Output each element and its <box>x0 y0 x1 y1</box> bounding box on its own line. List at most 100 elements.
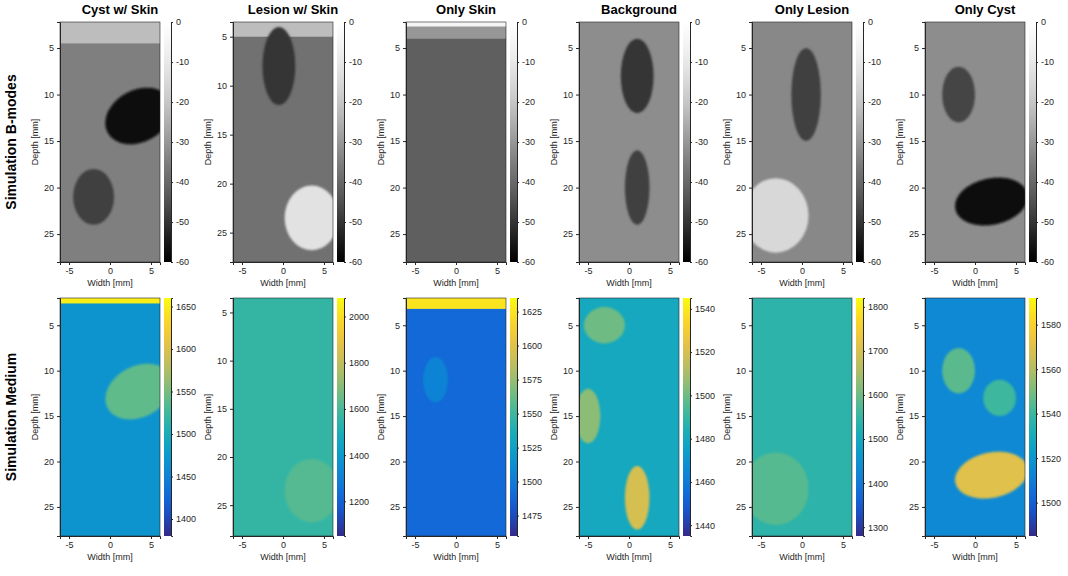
tick: -40 <box>517 177 535 187</box>
tick: 1520 <box>690 347 715 357</box>
colorbar <box>337 298 344 536</box>
image <box>60 298 160 536</box>
tick: -10 <box>690 57 708 67</box>
tick-label: 20 <box>909 183 919 193</box>
tick: 10 <box>44 366 60 376</box>
tick: 1560 <box>1036 365 1061 375</box>
tick-mark <box>517 414 519 415</box>
plot-frame <box>925 298 1025 536</box>
tick-mark <box>576 141 579 142</box>
tick: 1440 <box>690 521 715 531</box>
tick: 5 <box>668 262 673 276</box>
tick-label: 25 <box>390 229 400 239</box>
tick-mark <box>230 312 233 313</box>
tick-mark <box>403 141 406 142</box>
y-axis-title: Depth [mm] <box>549 119 559 166</box>
tick-label: 25 <box>909 502 919 512</box>
tick-label: 20 <box>390 183 400 193</box>
y-axis-title: Depth [mm] <box>549 394 559 441</box>
tick-label: 1600 <box>522 341 542 351</box>
panel-title: Only Lesion <box>775 2 849 17</box>
tick-label: -5 <box>931 540 939 550</box>
tick-label: -50 <box>868 217 881 227</box>
tick-label: -20 <box>868 97 881 107</box>
tick: 20 <box>44 183 60 193</box>
tick-label: 5 <box>222 308 227 318</box>
tick-label: -10 <box>349 57 362 67</box>
tick-label: 5 <box>668 266 673 276</box>
tick: 10 <box>736 366 752 376</box>
tick: 15 <box>217 404 233 414</box>
axis-line <box>580 263 680 266</box>
tick-label: 5 <box>222 32 227 42</box>
tick: -30 <box>690 137 708 147</box>
tick: 1800 <box>344 358 369 368</box>
tick: -50 <box>1036 217 1054 227</box>
tick: 25 <box>563 229 579 239</box>
tick: 15 <box>44 411 60 421</box>
image <box>925 22 1025 262</box>
axis: 510152025 <box>909 23 926 263</box>
tick: -5 <box>412 536 420 550</box>
tick-mark <box>403 462 406 463</box>
tick-label: 25 <box>909 229 919 239</box>
tick: 5 <box>668 536 673 550</box>
tick: -30 <box>1036 137 1054 147</box>
axis: 1475150015251550157516001625 <box>517 299 542 537</box>
tick: 25 <box>217 501 233 511</box>
tick: 10 <box>44 90 60 100</box>
tick-mark <box>324 262 325 265</box>
band-region <box>406 27 506 39</box>
tick: 5 <box>495 262 500 276</box>
tick-mark <box>690 309 692 310</box>
tick: 1300 <box>863 523 888 533</box>
tick: 20 <box>563 183 579 193</box>
colorbar <box>164 22 171 262</box>
tick: 0 <box>800 262 805 276</box>
tick-mark <box>843 262 844 265</box>
tick-label: 25 <box>217 228 227 238</box>
ellipse-region <box>950 171 1025 232</box>
axis-line <box>403 23 407 263</box>
colorbar <box>856 22 863 262</box>
tick-label: 0 <box>454 266 459 276</box>
tick-mark <box>690 142 692 143</box>
tick-label: 1500 <box>176 429 196 439</box>
tick: 5 <box>914 321 925 331</box>
tick-mark <box>863 262 865 263</box>
tick-label: 1625 <box>522 307 542 317</box>
tick-mark <box>283 536 284 539</box>
tick-label: 15 <box>217 404 227 414</box>
tick: 15 <box>563 411 579 421</box>
tick-mark <box>588 262 589 265</box>
panel: -505510152025Width [mm]Depth [mm]1400145… <box>30 298 196 562</box>
tick-mark <box>863 22 865 23</box>
tick-label: 1800 <box>868 302 888 312</box>
tick-label: -40 <box>868 177 881 187</box>
tick-label: -5 <box>758 540 766 550</box>
tick-mark <box>517 262 519 263</box>
y-axis-title: Depth [mm] <box>895 394 905 441</box>
tick-mark <box>749 371 752 372</box>
ellipse-region <box>942 67 975 123</box>
tick: -50 <box>863 217 881 227</box>
tick: -5 <box>239 262 247 276</box>
tick-mark <box>802 536 803 539</box>
tick-mark <box>344 222 346 223</box>
x-axis-title: Width [mm] <box>87 278 133 288</box>
tick-mark <box>922 188 925 189</box>
axis: -505 <box>61 536 161 550</box>
panel-title: Cyst w/ Skin <box>82 2 159 17</box>
tick: 1500 <box>690 391 715 401</box>
tick-label: 5 <box>668 540 673 550</box>
ellipse-region <box>752 452 809 525</box>
tick-mark <box>749 507 752 508</box>
tick-label: -60 <box>522 257 535 267</box>
axis: 510152025 <box>217 299 234 537</box>
tick-mark <box>151 262 152 265</box>
axis-line <box>576 299 580 537</box>
axis: 12001400160018002000 <box>344 299 369 537</box>
x-axis-title: Width [mm] <box>260 278 306 288</box>
tick: 1520 <box>1036 454 1061 464</box>
tick-mark <box>171 102 173 103</box>
